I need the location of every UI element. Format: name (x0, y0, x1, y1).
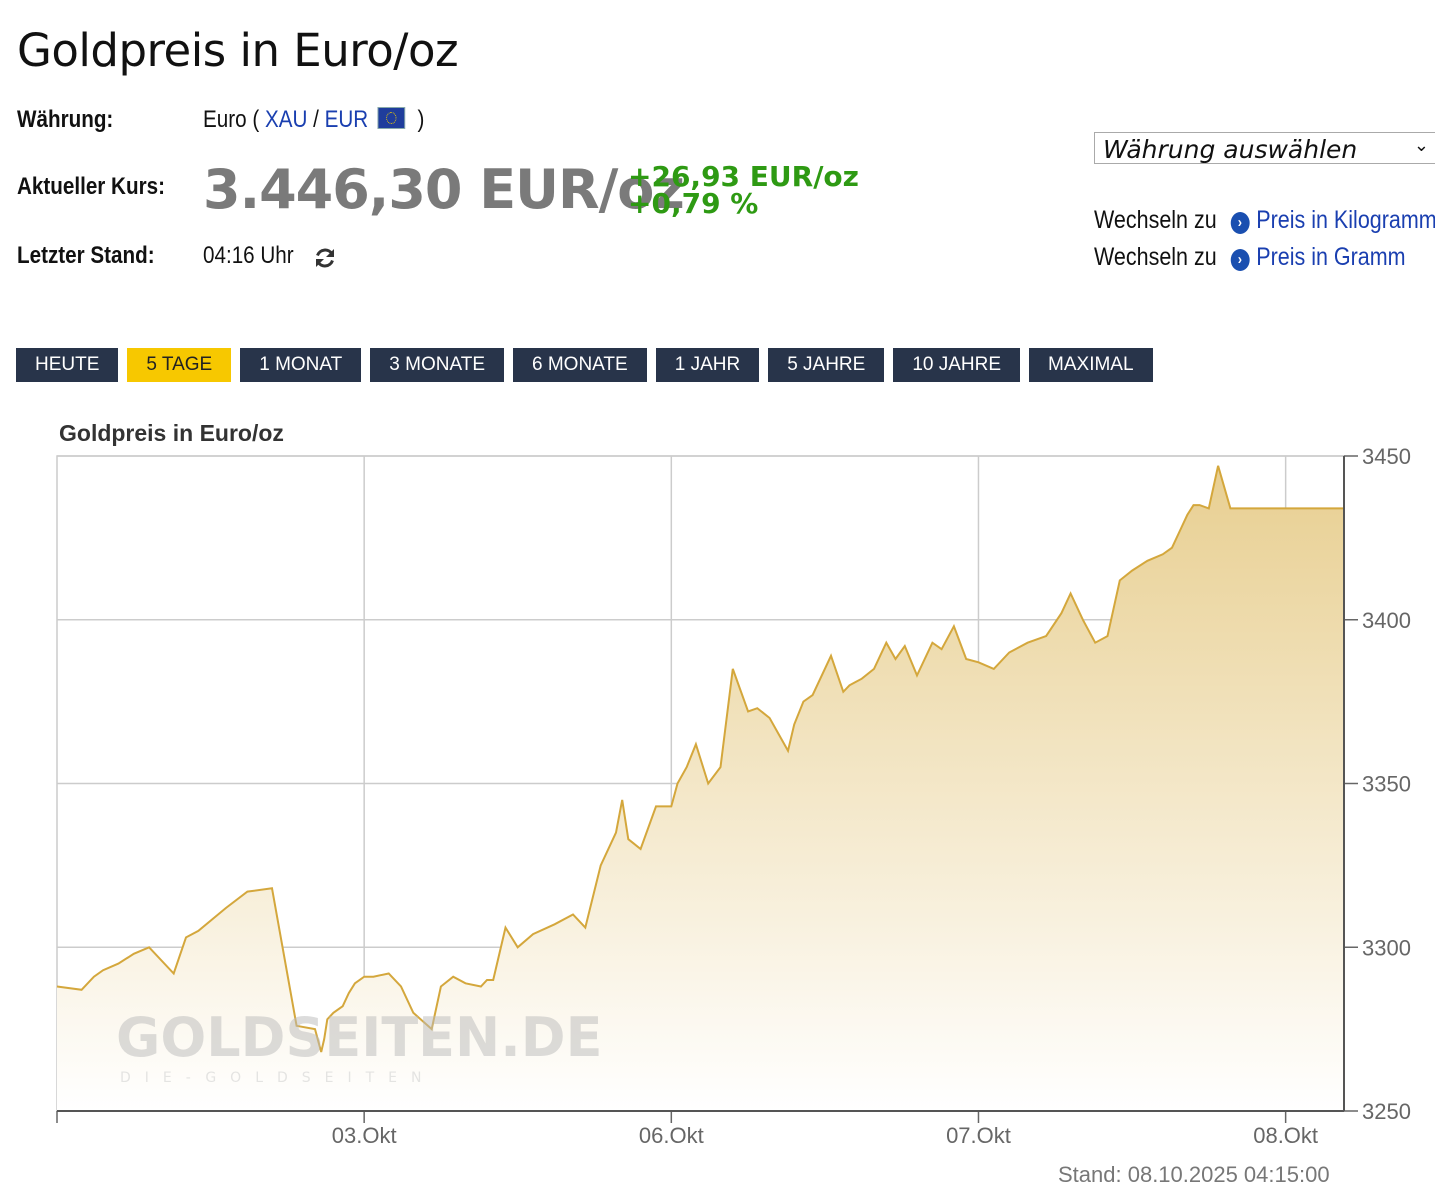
x-tick-label: 06.Okt (639, 1123, 704, 1148)
chart-footer-stand: Stand: 08.10.2025 04:15:00 (1058, 1162, 1330, 1187)
svg-text:GOLDSEITEN.DE: GOLDSEITEN.DE (116, 1006, 602, 1069)
stand-label: Letzter Stand: (17, 242, 155, 269)
chevron-down-icon: ⌄ (1413, 135, 1429, 156)
gram-link[interactable]: Preis in Gramm (1256, 243, 1406, 271)
tab-maximal[interactable]: MAXIMAL (1029, 348, 1153, 382)
eu-flag-icon (377, 107, 405, 129)
currency-separator: / (313, 106, 319, 133)
tab-heute[interactable]: HEUTE (16, 348, 119, 382)
tab-6-monate[interactable]: 6 MONATE (513, 348, 647, 382)
switch-kilogram-row: Wechseln zu › Preis in Kilogramm (1094, 206, 1435, 235)
tab-10-jahre[interactable]: 10 JAHRE (893, 348, 1021, 382)
current-price: 3.446,30 EUR/oz (203, 158, 685, 221)
currency-value: Euro ( XAU / EUR ) (203, 106, 424, 134)
stand-value: 04:16 Uhr (203, 242, 294, 269)
xau-link[interactable]: XAU (264, 106, 308, 133)
y-tick-label: 3250 (1362, 1099, 1411, 1124)
chevron-right-icon: › (1230, 249, 1250, 271)
tab-5-jahre[interactable]: 5 JAHRE (768, 348, 885, 382)
currency-label: Währung: (17, 106, 114, 133)
page-title: Goldpreis in Euro/oz (17, 24, 459, 77)
y-tick-label: 3400 (1362, 608, 1411, 633)
switch-prefix: Wechseln zu (1094, 243, 1217, 271)
y-tick-label: 3450 (1362, 444, 1411, 469)
y-tick-label: 3350 (1362, 772, 1411, 797)
price-area (57, 465, 1344, 1111)
change-percent: +0,79 % (628, 187, 759, 220)
price-line (56, 465, 1344, 1053)
currency-select-placeholder: Währung auswählen (1103, 135, 1358, 164)
tab-1-jahr[interactable]: 1 JAHR (655, 348, 760, 382)
refresh-icon[interactable] (313, 246, 337, 270)
timeframe-tabs: HEUTE 5 TAGE 1 MONAT 3 MONATE 6 MONATE 1… (16, 348, 1153, 382)
currency-close-paren: ) (417, 106, 425, 133)
x-tick-label: 03.Okt (332, 1123, 397, 1148)
y-tick-label: 3300 (1362, 935, 1411, 960)
switch-gram-row: Wechseln zu › Preis in Gramm (1094, 243, 1406, 272)
x-tick-label: 08.Okt (1253, 1123, 1318, 1148)
currency-select[interactable]: Währung auswählen ⌄ (1094, 132, 1435, 164)
chart-title: Goldpreis in Euro/oz (59, 420, 284, 446)
kilogram-link[interactable]: Preis in Kilogramm (1256, 206, 1435, 234)
chevron-right-icon: › (1230, 212, 1250, 234)
currency-name: Euro (203, 106, 247, 133)
tab-1-monat[interactable]: 1 MONAT (240, 348, 362, 382)
tab-5-tage[interactable]: 5 TAGE (127, 348, 232, 382)
eur-link[interactable]: EUR (324, 106, 369, 133)
goldseiten-watermark: GOLDSEITEN.DE DIE-GOLDSEITEN (116, 1006, 602, 1086)
x-tick-label: 07.Okt (946, 1123, 1011, 1148)
switch-prefix: Wechseln zu (1094, 206, 1217, 234)
svg-text:DIE-GOLDSEITEN: DIE-GOLDSEITEN (120, 1070, 436, 1086)
currency-open-paren: ( (252, 106, 260, 133)
chart-axes: 3250 3300 3350 3400 3450 03.Okt 06.Okt 07.Okt 08… (56, 444, 1411, 1148)
change-absolute: +26,93 EUR/oz (628, 160, 859, 193)
tab-3-monate[interactable]: 3 MONATE (370, 348, 504, 382)
rate-label: Aktueller Kurs: (17, 173, 165, 200)
